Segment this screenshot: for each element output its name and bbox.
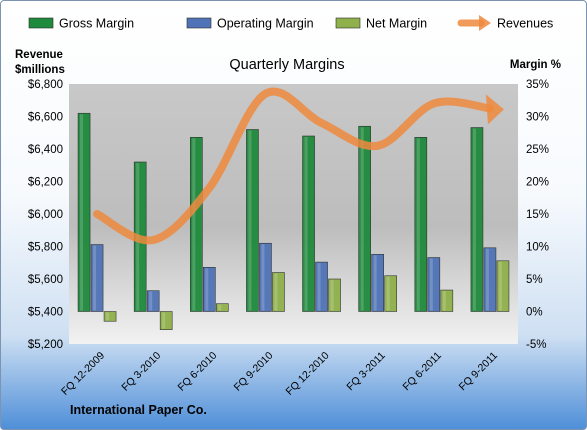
bar-highlight-operating-margin-2: [205, 268, 209, 311]
bar-highlight-operating-margin-1: [149, 291, 153, 311]
revenues-line: [93, 87, 494, 245]
bar-net-margin-2: [216, 303, 229, 312]
bar-highlight-net-margin-7: [498, 261, 502, 311]
x-tick-label: FQ 3-2011: [344, 350, 388, 394]
bar-highlight-gross-margin-7: [472, 128, 476, 311]
bar-gross-margin-5: [358, 125, 371, 312]
bar-highlight-net-margin-3: [274, 273, 278, 311]
left-tick-label: $5,400: [28, 307, 63, 319]
legend-label-net-margin: Net Margin: [366, 17, 427, 31]
bar-highlight-net-margin-2: [218, 304, 222, 311]
x-tick-label: FQ 12-2010: [284, 350, 332, 398]
right-axis-title: Margin %: [510, 59, 561, 71]
bar-operating-margin-3: [259, 242, 272, 312]
left-tick-label: $6,400: [28, 144, 63, 156]
bar-net-margin-6: [440, 289, 454, 312]
bar-operating-margin-7: [483, 247, 497, 312]
bar-highlight-gross-margin-4: [304, 137, 308, 311]
bar-highlight-net-margin-5: [386, 276, 390, 311]
company-label: International Paper Co.: [70, 403, 207, 417]
bar-highlight-gross-margin-5: [360, 127, 364, 311]
bar-operating-margin-6: [427, 257, 441, 312]
bar-operating-margin-4: [315, 261, 328, 312]
right-tick-label: -5%: [526, 339, 546, 351]
bar-highlight-net-margin-6: [442, 291, 446, 311]
x-tick-label: FQ 9-2010: [232, 350, 276, 394]
x-tick-label: FQ 6-2010: [175, 350, 219, 394]
bar-net-margin-1: [159, 311, 173, 331]
legend-swatch-net-margin: [335, 17, 361, 29]
legend-label-operating-margin: Operating Margin: [217, 17, 314, 31]
bar-highlight-gross-margin-6: [416, 138, 420, 311]
left-axis-title-line2: $millions: [15, 64, 65, 76]
left-tick-label: $5,200: [28, 339, 63, 351]
left-tick-label: $6,800: [28, 79, 63, 91]
legend-arrow-revenues: [479, 15, 491, 31]
bar-highlight-net-margin-0: [106, 312, 110, 321]
bar-operating-margin-5: [371, 254, 384, 312]
bar-net-margin-4: [328, 278, 341, 312]
bar-gross-margin-7: [470, 127, 484, 312]
bar-highlight-gross-margin-3: [248, 130, 252, 311]
legend-label-revenues: Revenues: [497, 17, 553, 31]
x-tick-label: FQ 3-2010: [119, 350, 163, 394]
right-tick-label: 15%: [526, 209, 549, 221]
right-tick-label: 0%: [526, 307, 543, 319]
legend-swatch-operating-margin: [186, 17, 212, 29]
right-tick-label: 25%: [526, 144, 549, 156]
legend-label-gross-margin: Gross Margin: [59, 17, 134, 31]
bar-highlight-gross-margin-0: [80, 114, 84, 311]
bar-operating-margin-1: [146, 290, 160, 312]
bar-net-margin-7: [496, 260, 510, 312]
left-tick-label: $5,800: [28, 242, 63, 254]
x-tick-label: FQ 6-2011: [401, 350, 445, 394]
right-tick-label: 5%: [526, 274, 543, 286]
bar-operating-margin-0: [90, 244, 104, 312]
chart-title: Quarterly Margins: [229, 57, 344, 73]
bar-gross-margin-2: [190, 137, 203, 312]
left-axis-title-line1: Revenue: [15, 49, 63, 61]
bar-highlight-net-margin-4: [330, 280, 334, 311]
left-tick-label: $6,600: [28, 112, 63, 124]
bar-gross-margin-6: [414, 137, 428, 312]
bar-highlight-operating-margin-7: [485, 248, 489, 311]
bar-gross-margin-3: [246, 129, 259, 312]
bar-gross-margin-0: [77, 112, 91, 312]
bar-highlight-operating-margin-5: [373, 255, 377, 311]
bar-gross-margin-4: [302, 135, 315, 312]
left-tick-label: $6,200: [28, 177, 63, 189]
left-tick-label: $6,000: [28, 209, 63, 221]
right-tick-label: 20%: [526, 177, 549, 189]
left-tick-label: $5,600: [28, 274, 63, 286]
bar-net-margin-3: [272, 272, 285, 312]
bar-highlight-gross-margin-2: [192, 138, 196, 311]
bar-highlight-operating-margin-3: [261, 244, 265, 311]
x-tick-label: FQ 9-2011: [457, 350, 501, 394]
x-tick-label: FQ 12-2009: [59, 350, 107, 398]
bar-net-margin-0: [103, 311, 117, 322]
right-tick-label: 35%: [526, 79, 549, 91]
legend-swatch-gross-margin: [28, 17, 54, 29]
right-tick-label: 30%: [526, 112, 549, 124]
bar-highlight-operating-margin-0: [93, 245, 97, 311]
bar-net-margin-5: [384, 275, 397, 312]
bar-highlight-operating-margin-4: [317, 263, 321, 311]
bar-operating-margin-2: [203, 266, 216, 312]
bar-highlight-operating-margin-6: [429, 258, 433, 311]
bar-highlight-net-margin-1: [162, 312, 166, 329]
right-tick-label: 10%: [526, 242, 549, 254]
revenues-line-arrowhead: [485, 94, 504, 125]
